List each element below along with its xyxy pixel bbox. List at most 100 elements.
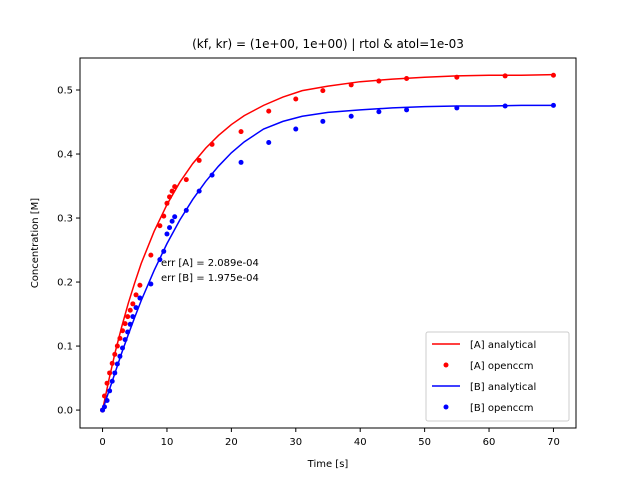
legend-label-b-openccm: [B] openccm (470, 403, 534, 414)
data-point-b-openccm (266, 139, 272, 145)
y-tick-label: 0.3 (57, 214, 73, 225)
data-point-b-openccm (112, 370, 118, 376)
x-tick-label: 70 (547, 437, 560, 448)
data-point-b-openccm (320, 118, 326, 124)
data-point-a-openccm (120, 328, 126, 334)
data-point-a-openccm (293, 96, 299, 102)
data-point-b-openccm (122, 337, 128, 343)
data-point-a-openccm (122, 321, 128, 327)
data-point-b-openccm (238, 159, 244, 165)
data-point-b-openccm (148, 281, 154, 287)
data-point-a-openccm (127, 307, 133, 313)
data-point-a-openccm (130, 301, 136, 307)
data-point-b-openccm (167, 225, 173, 231)
legend-swatch-a-openccm (443, 362, 449, 368)
data-point-b-openccm (502, 103, 508, 109)
data-point-b-openccm (117, 353, 123, 359)
y-tick-label: 0.1 (57, 342, 73, 353)
data-point-b-openccm (157, 257, 163, 263)
x-tick-label: 20 (225, 437, 238, 448)
data-point-a-openccm (172, 184, 178, 190)
data-point-a-openccm (157, 223, 163, 229)
plot-area (100, 72, 556, 413)
data-point-b-openccm (137, 295, 143, 301)
x-tick-label: 50 (418, 437, 431, 448)
legend: [A] analytical [A] openccm [B] analytical [… (425, 331, 570, 422)
data-point-b-openccm (109, 378, 115, 384)
plot-frame (79, 57, 577, 429)
data-point-b-openccm (133, 305, 139, 311)
data-point-a-openccm (169, 188, 175, 194)
data-point-a-openccm (376, 78, 382, 84)
data-point-a-openccm (238, 129, 244, 135)
data-point-a-openccm (109, 360, 115, 366)
data-point-a-openccm (107, 370, 113, 376)
data-point-a-openccm (148, 252, 154, 258)
x-tick-label: 40 (354, 437, 367, 448)
data-point-b-openccm (125, 329, 131, 335)
legend-label-a-openccm: [A] openccm (470, 361, 534, 372)
y-axis-label: Concentration [M] (30, 198, 41, 288)
x-tick-label: 0 (99, 437, 105, 448)
legend-label-b-analytical: [B] analytical (470, 382, 536, 393)
legend-swatch-b-openccm (443, 404, 449, 410)
data-point-a-openccm (348, 82, 354, 88)
data-point-a-openccm (117, 335, 123, 341)
x-tick-label: 30 (289, 437, 302, 448)
x-axis-label: Time [s] (307, 459, 349, 470)
data-point-a-openccm (101, 393, 107, 399)
data-point-a-openccm (125, 314, 131, 320)
y-tick-label: 0.5 (57, 86, 73, 97)
data-point-a-openccm (164, 200, 170, 206)
data-point-a-openccm (137, 282, 143, 288)
y-tick-label: 0.0 (57, 406, 73, 417)
data-point-b-openccm (454, 105, 460, 111)
data-point-b-openccm (114, 361, 120, 367)
data-point-b-openccm (196, 188, 202, 194)
data-point-a-openccm (112, 351, 118, 357)
data-point-a-openccm (502, 73, 508, 79)
data-point-a-openccm (550, 72, 556, 78)
data-point-b-openccm (293, 126, 299, 132)
data-point-a-openccm (167, 194, 173, 200)
axis-ticks: 0 10 20 30 40 50 60 70 0.0 0.1 0.2 0.3 0.4 0.5 (57, 86, 560, 448)
data-point-b-openccm (183, 207, 189, 213)
error-annotation-b: err [B] = 1.975e-04 (161, 273, 259, 284)
error-annotation-a: err [A] = 2.089e-04 (161, 258, 259, 269)
y-tick-label: 0.2 (57, 278, 73, 289)
series-line-a-analytical (101, 73, 554, 411)
data-point-b-openccm (104, 397, 110, 403)
data-point-b-openccm (130, 314, 136, 320)
legend-box (425, 331, 570, 422)
data-point-a-openccm (320, 88, 326, 94)
data-point-b-openccm (550, 102, 556, 108)
x-tick-label: 10 (161, 437, 174, 448)
data-point-a-openccm (454, 74, 460, 80)
data-point-b-openccm (172, 214, 178, 220)
data-point-a-openccm (114, 343, 120, 349)
data-point-b-openccm (376, 109, 382, 115)
data-point-a-openccm (133, 292, 139, 298)
data-point-b-openccm (164, 231, 170, 237)
y-tick-label: 0.4 (57, 150, 73, 161)
data-point-b-openccm (404, 107, 410, 113)
data-point-a-openccm (104, 380, 110, 386)
data-point-b-openccm (209, 172, 215, 178)
chart-title: (kf, kr) = (1e+00, 1e+00) | rtol & atol=… (192, 37, 464, 51)
data-point-b-openccm (169, 218, 175, 224)
x-tick-label: 60 (483, 437, 496, 448)
legend-label-a-analytical: [A] analytical (470, 340, 536, 351)
data-point-b-openccm (120, 345, 126, 351)
data-point-b-openccm (127, 321, 133, 327)
data-point-b-openccm (107, 388, 113, 394)
data-point-a-openccm (183, 177, 189, 183)
data-point-b-openccm (101, 404, 107, 410)
data-point-a-openccm (196, 157, 202, 163)
data-point-a-openccm (209, 141, 215, 147)
data-point-b-openccm (161, 248, 167, 254)
data-point-b-openccm (348, 113, 354, 119)
data-point-a-openccm (404, 75, 410, 81)
data-point-a-openccm (161, 213, 167, 219)
data-point-a-openccm (266, 108, 272, 114)
